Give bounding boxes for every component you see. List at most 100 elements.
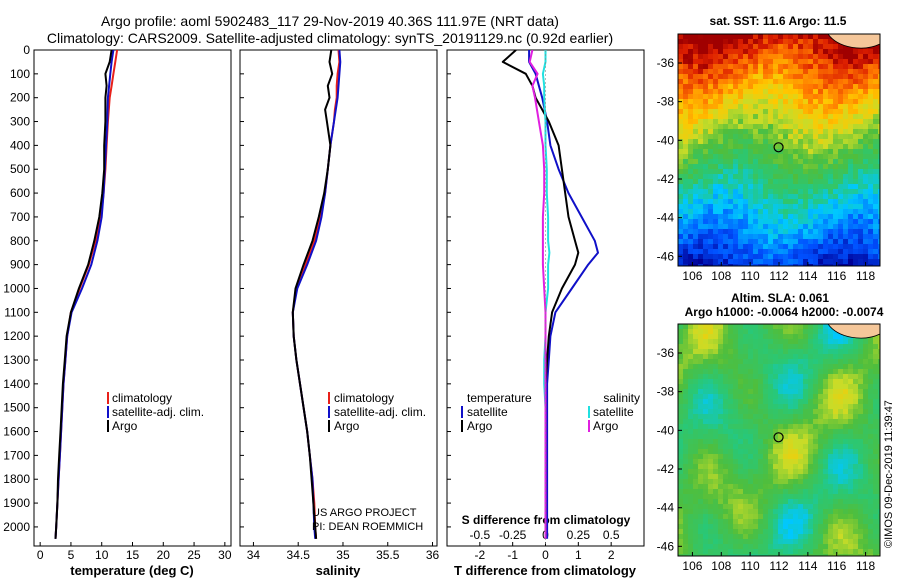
heatmap-cell [708, 489, 714, 495]
heatmap-cell [748, 239, 754, 245]
heatmap-cell [678, 374, 684, 380]
heatmap-cell [693, 549, 699, 555]
heatmap-cell [843, 554, 849, 556]
heatmap-cell [863, 259, 869, 265]
heatmap-cell [793, 49, 799, 55]
heatmap-cell [698, 94, 704, 100]
heatmap-cell [808, 539, 814, 545]
depth-tick-label: 900 [10, 258, 30, 272]
heatmap-cell [733, 329, 739, 335]
heatmap-cell [713, 134, 719, 140]
heatmap-cell [723, 64, 729, 70]
heatmap-cell [773, 119, 779, 125]
heatmap-cell [773, 369, 779, 375]
heatmap-cell [688, 334, 694, 340]
heatmap-cell [868, 339, 874, 345]
heatmap-cell [738, 374, 744, 380]
heatmap-cell [713, 204, 719, 210]
heatmap-cell [718, 384, 724, 390]
heatmap-cell [688, 369, 694, 375]
heatmap-cell [753, 84, 759, 90]
heatmap-cell [678, 339, 684, 345]
heatmap-cell [718, 344, 724, 350]
heatmap-cell [873, 239, 879, 245]
heatmap-cell [763, 429, 769, 435]
heatmap-cell [758, 454, 764, 460]
heatmap-cell [818, 474, 824, 480]
heatmap-cell [793, 159, 799, 165]
heatmap-cell [743, 334, 749, 340]
heatmap-cell [703, 144, 709, 150]
heatmap-cell [728, 449, 734, 455]
heatmap-cell [763, 359, 769, 365]
heatmap-cell [818, 479, 824, 485]
heatmap-cell [718, 534, 724, 540]
heatmap-cell [823, 84, 829, 90]
heatmap-cell [758, 94, 764, 100]
heatmap-cell [843, 484, 849, 490]
heatmap-cell [793, 229, 799, 235]
heatmap-cell [733, 189, 739, 195]
heatmap-cell [823, 359, 829, 365]
heatmap-cell [688, 174, 694, 180]
heatmap-cell [853, 374, 859, 380]
heatmap-cell [723, 459, 729, 465]
heatmap-cell [723, 419, 729, 425]
heatmap-cell [823, 189, 829, 195]
heatmap-cell [763, 389, 769, 395]
heatmap-cell [793, 79, 799, 85]
heatmap-cell [808, 214, 814, 220]
heatmap-cell [808, 329, 814, 335]
heatmap-cell [728, 214, 734, 220]
heatmap-cell [813, 364, 819, 370]
map-x-tick-label: 118 [856, 269, 875, 283]
heatmap-cell [768, 109, 774, 115]
heatmap-cell [713, 159, 719, 165]
heatmap-cell [748, 59, 754, 65]
heatmap-cell [748, 384, 754, 390]
heatmap-cell [723, 254, 729, 260]
heatmap-cell [718, 354, 724, 360]
heatmap-cell [718, 409, 724, 415]
heatmap-cell [678, 404, 684, 410]
heatmap-cell [683, 419, 689, 425]
heatmap-cell [683, 49, 689, 55]
heatmap-cell [798, 359, 804, 365]
heatmap-cell [728, 469, 734, 475]
heatmap-cell [723, 204, 729, 210]
heatmap-cell [833, 239, 839, 245]
heatmap-cell [718, 474, 724, 480]
heatmap-cell [748, 169, 754, 175]
heatmap-cell [728, 409, 734, 415]
heatmap-cell [838, 504, 844, 510]
heatmap-cell [798, 209, 804, 215]
heatmap-cell [733, 149, 739, 155]
heatmap-cell [833, 554, 839, 556]
x-tick-label: 25 [187, 548, 201, 562]
heatmap-cell [803, 489, 809, 495]
heatmap-cell [858, 149, 864, 155]
heatmap-cell [818, 369, 824, 375]
heatmap-cell [753, 214, 759, 220]
heatmap-cell [713, 389, 719, 395]
heatmap-cell [748, 409, 754, 415]
heatmap-cell [863, 134, 869, 140]
heatmap-cell [683, 44, 689, 50]
heatmap-cell [703, 549, 709, 555]
heatmap-cell [768, 194, 774, 200]
heatmap-cell [763, 114, 769, 120]
heatmap-cell [768, 519, 774, 525]
heatmap-cell [838, 554, 844, 556]
heatmap-cell [793, 524, 799, 530]
heatmap-cell [683, 339, 689, 345]
heatmap-cell [683, 64, 689, 70]
heatmap-cell [718, 264, 724, 266]
heatmap-cell [738, 324, 744, 330]
heatmap-cell [723, 464, 729, 470]
heatmap-cell [843, 529, 849, 535]
heatmap-cell [798, 499, 804, 505]
heatmap-cell [788, 159, 794, 165]
heatmap-cell [808, 404, 814, 410]
heatmap-cell [808, 374, 814, 380]
heatmap-cell [813, 109, 819, 115]
